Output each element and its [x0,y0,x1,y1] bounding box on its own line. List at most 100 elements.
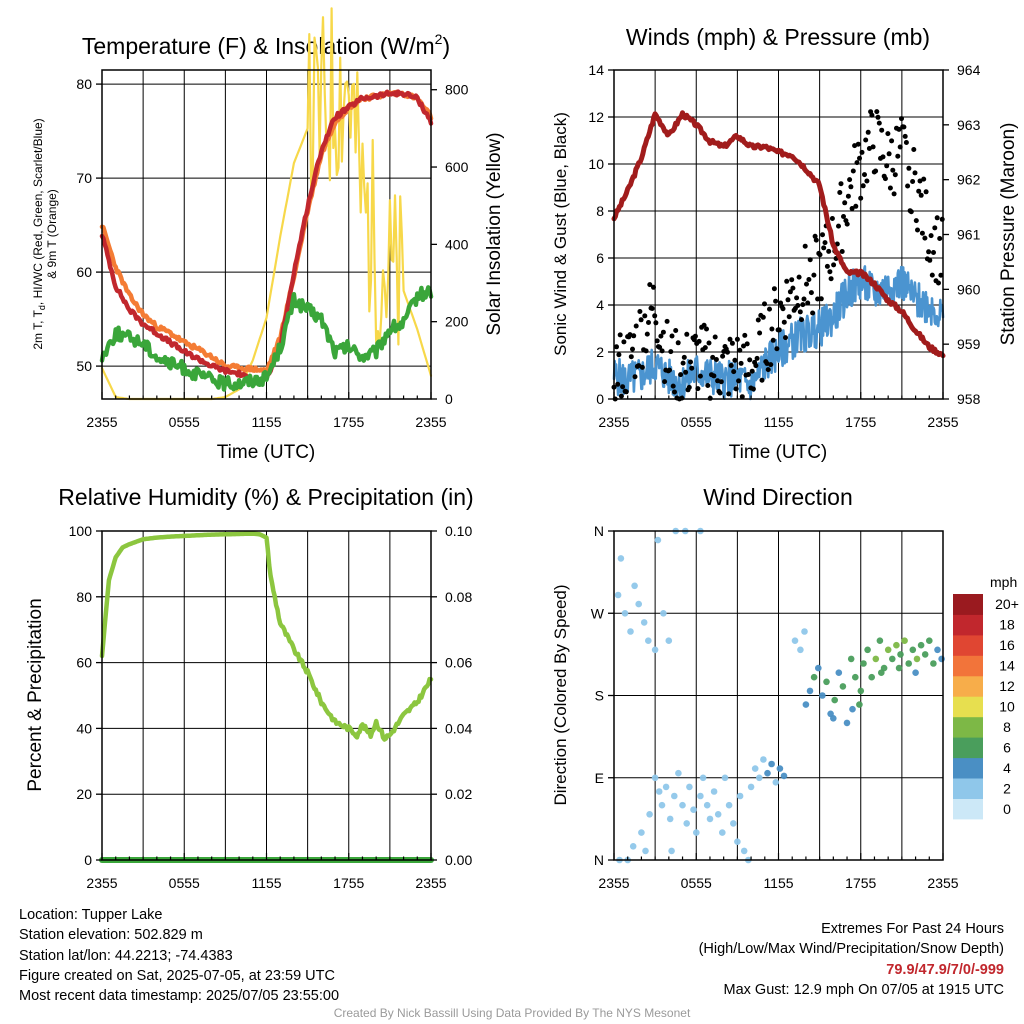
gust-point [820,232,825,238]
dir-series [614,527,945,864]
gust-point [903,140,909,145]
direction-point [631,582,638,590]
gust-point [679,395,685,401]
gust-point [741,343,746,349]
gust-point [911,147,917,152]
direction-point [686,783,693,791]
gust-point [929,272,935,278]
direction-point [856,701,863,708]
direction-point [651,774,659,782]
y-tick-label: 4 [596,297,604,313]
gust-point [906,165,912,171]
gust-point [897,144,903,150]
direction-point [627,628,634,635]
direction-point [629,843,637,850]
gust-point [727,336,733,342]
colorbar-label: 10 [999,699,1015,715]
y-tick-label: 14 [588,62,604,78]
x-tick-label: 0555 [169,414,200,430]
temp-ylabel-right: Solar Insolation (Yellow) [484,132,505,335]
wind-xlabel: Time (UTC) [729,442,828,463]
direction-point [921,651,929,658]
gust-point [644,331,650,337]
direction-point [617,555,625,562]
temp-ylabel-left: 2m T, Td, HI/WC (Red, Green, Scarlet/Blu… [31,118,59,349]
direction-point [638,829,645,836]
winds-panel: 0 2 4 6 8 10 12 14 958 959 960 961 962 963 964 2355 0555… [551,62,1019,463]
direction-point [780,772,788,780]
direction-point [671,792,678,800]
gust-point [638,317,644,323]
y-tick-label: 80 [76,589,92,605]
gust-point [854,160,860,166]
gust-point [874,109,880,115]
direction-point [651,646,659,654]
y-tick-label: 2 [596,344,604,360]
gust-point [837,190,843,195]
dir-ticks: N E S W N 2355 0555 1155 1755 2355 [591,523,959,891]
gust-point [683,369,689,375]
rh-line [99,531,434,742]
gust-point [807,257,813,263]
rh-panel-title: Relative Humidity (%) & Precipitation (i… [58,484,473,510]
y-tick-label: W [591,605,605,621]
direction-point [646,811,653,818]
dir-grid [614,531,943,860]
gust-point [717,390,723,396]
x-tick-label: 0555 [681,875,712,891]
gust-point [753,363,759,369]
gust-point [623,389,629,395]
gust-point [896,126,902,132]
direction-point [660,610,667,617]
gust-point [737,347,743,353]
gust-point [829,216,835,221]
gust-point [713,357,719,362]
direction-point [897,651,904,658]
gust-point [770,337,776,343]
figure-created: Figure created on Sat, 2025-07-05, at 23… [19,967,335,984]
x-tick-label: 2355 [927,414,958,430]
gust-point [734,336,740,342]
y2-tick-label: 958 [957,391,981,407]
humidity-panel: 0 20 40 60 80 100 0.00 0.02 0.04 0.06 0.08 0.10 2355… [25,523,472,891]
gust-point [910,179,916,184]
gust-point [720,353,726,359]
gust-point [620,384,626,390]
gust-point [876,120,882,126]
gust-point [873,168,879,174]
x-tick-label: 1155 [251,414,281,430]
colorbar-swatch [953,737,983,759]
direction-point [640,619,648,626]
x-tick-label: 1155 [251,875,281,891]
gust-point [662,379,668,385]
gust-point [686,384,692,390]
gust-point [927,257,933,263]
x-tick-label: 0555 [681,414,712,430]
y2-tick-label: 964 [957,62,981,78]
y2-tick-label: 962 [957,172,981,188]
y2-tick-label: 400 [445,236,469,252]
direction-point [747,783,755,791]
colorbar-swatch [953,675,983,697]
gust-point [880,154,886,160]
gust-point [817,252,823,258]
direction-point [876,637,884,644]
gust-point [768,362,774,368]
gust-point [631,333,637,339]
rh-ylabel-left: Percent & Precipitation [25,598,46,791]
gust-point [826,248,832,254]
gust-point [889,138,895,144]
direction-point [806,687,814,695]
gust-point [865,129,871,135]
y2-tick-label: 0.00 [445,852,472,868]
gust-point [890,167,896,173]
gust-point [742,332,748,338]
gust-point [794,295,800,301]
direction-point [889,655,896,663]
gust-point [786,314,792,320]
pressure-line [611,110,946,359]
station-latlon: Station lat/lon: 44.2213; -74.4383 [19,947,233,964]
gust-point [922,235,928,241]
direction-point [706,815,714,823]
direction-point [710,788,718,795]
